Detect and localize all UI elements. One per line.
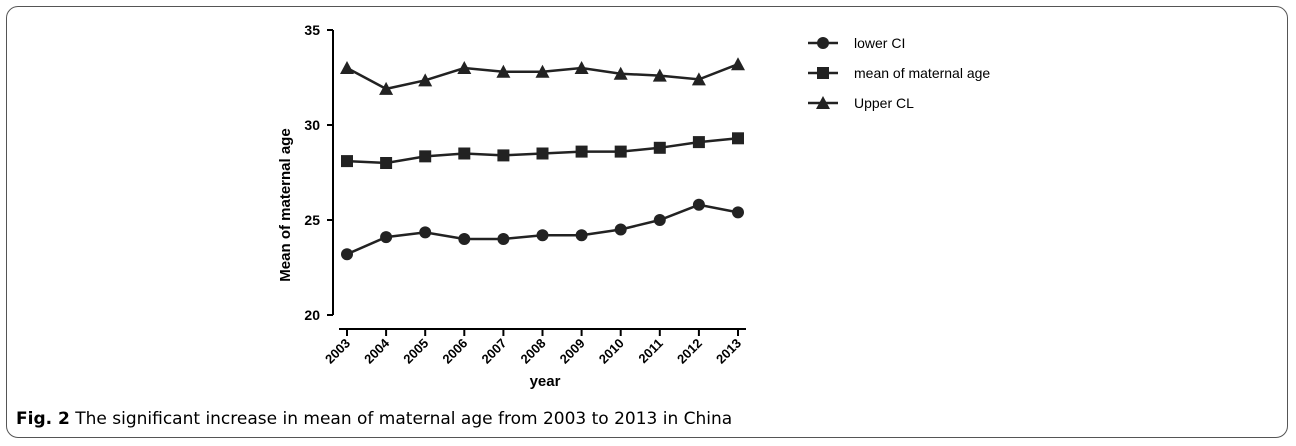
x-tick-label: 2008 (518, 336, 549, 367)
legend-item: mean of maternal age (808, 65, 990, 81)
data-point-circle (653, 214, 666, 226)
series-square (341, 132, 744, 169)
data-point-circle (536, 229, 549, 242)
data-point-square (419, 150, 432, 163)
data-point-triangle (457, 61, 472, 74)
legend-label: lower CI (854, 35, 905, 51)
y-tick-label: 25 (304, 212, 320, 228)
data-point-triangle (652, 68, 667, 82)
x-tick-label: 2012 (674, 336, 705, 367)
data-point-square (614, 145, 627, 158)
legend-item: lower CI (808, 35, 905, 51)
x-tick-label: 2009 (557, 336, 588, 367)
data-point-circle (419, 226, 432, 239)
legend-item: Upper CL (808, 95, 914, 111)
data-point-square (380, 157, 393, 169)
data-point-circle (614, 223, 627, 236)
data-point-circle (732, 206, 744, 219)
data-point-square (817, 67, 829, 79)
data-point-triangle (379, 81, 394, 95)
legend-label: mean of maternal age (854, 65, 990, 81)
data-point-square (497, 149, 510, 162)
x-tick-label: 2006 (439, 336, 470, 367)
series-triangle (340, 57, 745, 95)
data-point-triangle (535, 64, 550, 78)
y-axis-label: Mean of maternal age (277, 128, 294, 281)
data-point-circle (341, 248, 353, 261)
legend-label: Upper CL (854, 95, 914, 111)
data-point-square (692, 136, 705, 149)
data-point-square (575, 145, 588, 158)
data-point-square (536, 147, 549, 160)
data-point-triangle (496, 64, 511, 78)
data-point-triangle (574, 61, 589, 74)
data-point-square (732, 132, 744, 145)
x-tick-label: 2004 (361, 335, 393, 367)
y-tick-label: 35 (304, 22, 320, 38)
data-point-circle (380, 231, 393, 244)
figure-caption: Fig. 2 The significant increase in mean … (16, 409, 732, 429)
data-point-triangle (340, 61, 354, 74)
data-point-triangle (691, 72, 706, 86)
figure-frame (6, 6, 1288, 438)
data-point-square (653, 141, 666, 154)
x-tick-label: 2007 (478, 336, 509, 367)
x-tick-label: 2005 (400, 336, 431, 367)
figure-number: Fig. 2 (16, 409, 70, 429)
data-point-circle (692, 198, 705, 211)
caption-text: The significant increase in mean of mate… (69, 409, 733, 429)
x-tick-label: 2010 (596, 336, 627, 367)
x-axis-label: year (530, 373, 561, 390)
data-point-square (341, 155, 353, 168)
data-point-triangle (731, 57, 745, 71)
y-tick-label: 20 (304, 307, 320, 323)
data-point-circle (817, 37, 829, 49)
x-tick-label: 2003 (322, 336, 353, 367)
data-point-triangle (816, 96, 830, 109)
data-point-square (458, 147, 471, 160)
chart-ticks: 20 25 30 35 2003 2004 2005 2006 2007 2008 2009 2010… (304, 22, 744, 367)
series-circle (341, 198, 744, 261)
data-point-triangle (418, 73, 433, 87)
data-point-triangle (613, 66, 628, 80)
x-tick-label: 2013 (713, 336, 744, 367)
data-point-circle (497, 233, 510, 245)
data-point-circle (575, 229, 588, 242)
chart-legend: lower CI mean of maternal age Upper CL (808, 35, 990, 111)
chart-series (340, 57, 745, 261)
y-tick-label: 30 (304, 117, 320, 133)
x-tick-label: 2011 (635, 336, 666, 367)
data-point-circle (458, 233, 471, 245)
